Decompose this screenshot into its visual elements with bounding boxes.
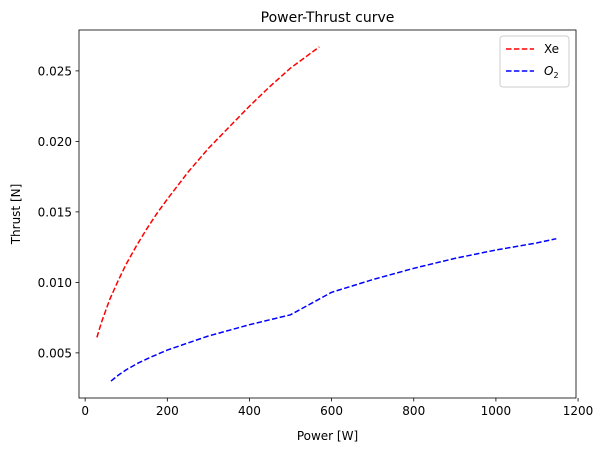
chart-title: Power-Thrust curve — [261, 10, 395, 26]
y-axis-label: Thrust [N] — [9, 184, 23, 246]
x-tick-label: 1200 — [563, 404, 594, 418]
x-tick-label: 0 — [81, 404, 89, 418]
x-tick-label: 600 — [320, 404, 343, 418]
legend-label-xe: Xe — [544, 42, 559, 56]
x-tick-label: 200 — [156, 404, 179, 418]
x-tick-label: 800 — [402, 404, 425, 418]
legend-label-o2-base: O — [544, 64, 553, 78]
x-tick-label: 1000 — [481, 404, 512, 418]
y-tick-label: 0.010 — [38, 276, 72, 290]
series-line-o2 — [110, 237, 557, 382]
y-tick-label: 0.015 — [38, 205, 72, 219]
plot-area-frame — [78, 29, 577, 399]
x-axis: 0 200 400 600 800 1000 1200 — [81, 398, 593, 418]
legend: Xe O2 — [499, 35, 570, 88]
legend-label-o2: O2 — [544, 64, 559, 80]
x-tick-label: 400 — [238, 404, 261, 418]
y-axis: 0.005 0.010 0.015 0.020 0.025 — [38, 64, 79, 360]
x-axis-label: Power [W] — [297, 429, 358, 443]
plot-lines — [96, 46, 557, 382]
legend-label-o2-subscript: 2 — [553, 71, 558, 80]
series-line-xe — [96, 46, 320, 338]
y-tick-label: 0.025 — [38, 64, 72, 78]
y-tick-label: 0.005 — [38, 346, 72, 360]
y-tick-label: 0.020 — [38, 135, 72, 149]
